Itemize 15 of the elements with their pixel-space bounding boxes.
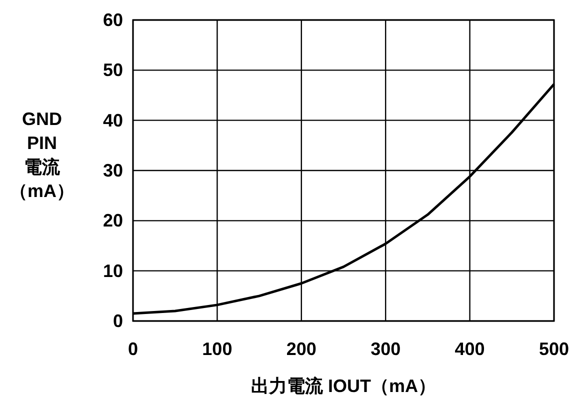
x-tick-label: 300 xyxy=(370,339,401,359)
y-tick-label: 60 xyxy=(102,10,123,30)
y-tick-label: 50 xyxy=(102,60,123,80)
y-tick-label: 40 xyxy=(102,110,123,130)
y-tick-label: 20 xyxy=(102,210,123,231)
y-axis-title: GND PIN電流（mA） xyxy=(9,109,75,201)
y-tick-label: 30 xyxy=(102,160,123,180)
y-tick-label: 0 xyxy=(112,311,123,331)
x-tick-label: 400 xyxy=(454,339,485,359)
x-tick-label: 0 xyxy=(128,339,138,359)
x-tick-label: 200 xyxy=(286,339,316,359)
x-tick-label: 500 xyxy=(538,339,570,359)
x-axis-title: 出力電流 IOUT（mA） xyxy=(250,376,436,396)
y-tick-label: 10 xyxy=(102,260,123,281)
x-tick-label: 100 xyxy=(202,339,232,359)
